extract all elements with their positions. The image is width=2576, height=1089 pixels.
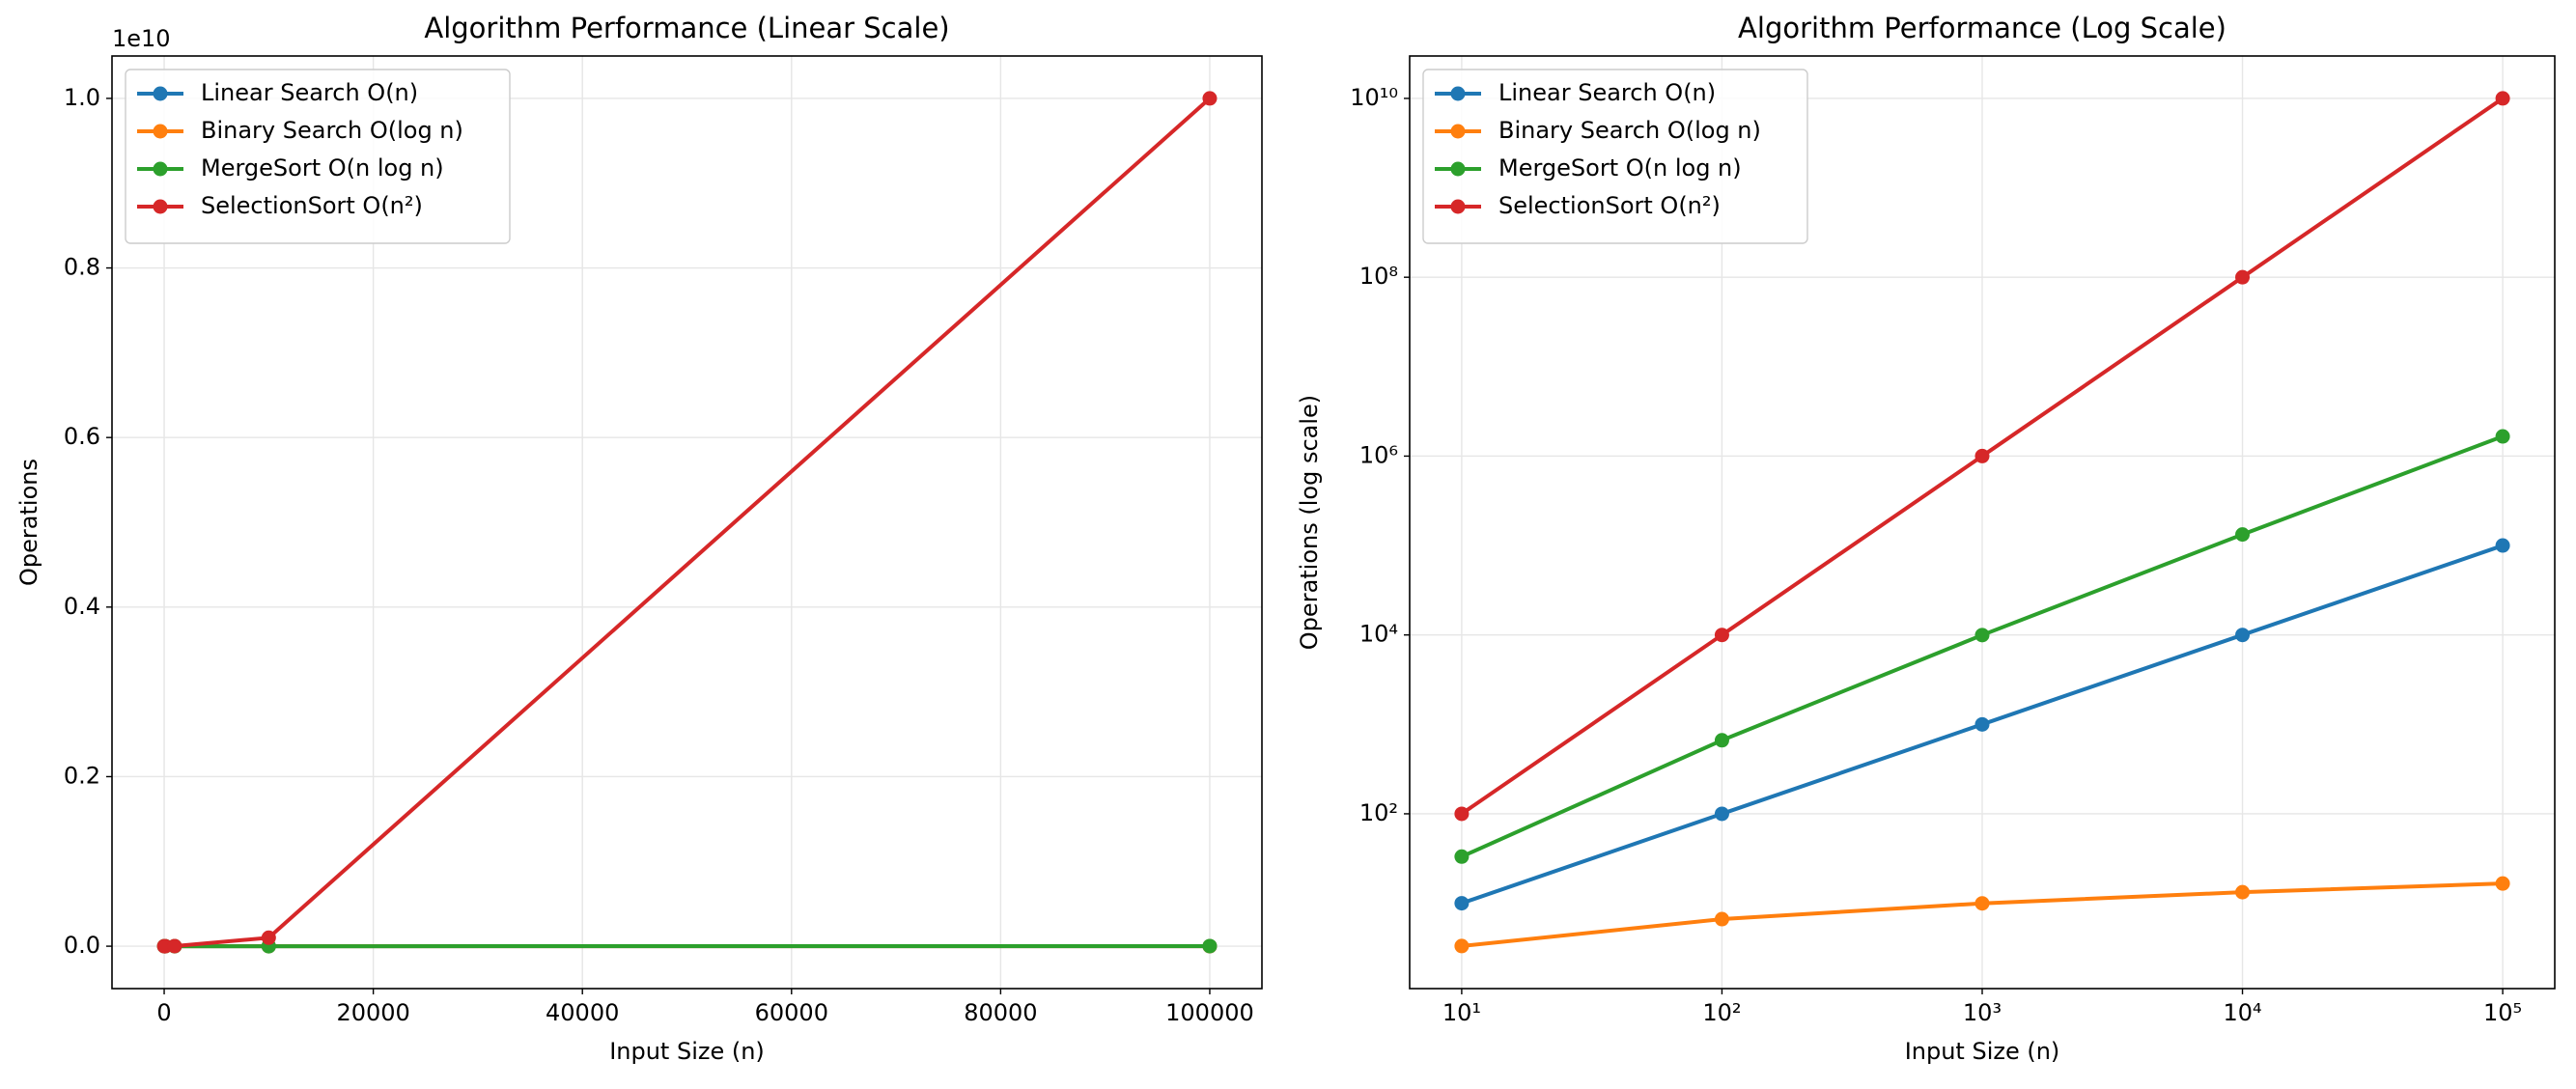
y-offset-label: 1e10 [112, 25, 171, 52]
data-point [1202, 938, 1218, 954]
x-tick-label: 20000 [336, 999, 409, 1026]
legend-label: MergeSort O(n log n) [201, 154, 444, 182]
data-point [1714, 806, 1729, 822]
x-tick-label: 100000 [1165, 999, 1254, 1026]
data-point [261, 930, 276, 945]
legend-marker [1450, 86, 1466, 101]
x-tick-label: 10⁵ [2483, 999, 2522, 1026]
y-tick-label: 10⁸ [1359, 263, 1398, 290]
chart-title: Algorithm Performance (Log Scale) [1738, 12, 2226, 44]
data-point [1454, 849, 1470, 864]
x-axis-label: Input Size (n) [609, 1038, 765, 1065]
x-tick-label: 80000 [964, 999, 1037, 1026]
x-tick-label: 10³ [1963, 999, 2002, 1026]
data-point [2235, 628, 2251, 643]
y-tick-label: 10² [1359, 799, 1398, 826]
x-tick-label: 10¹ [1442, 999, 1481, 1026]
data-point [1974, 628, 1990, 643]
legend-marker [153, 86, 168, 101]
data-point [1714, 911, 1729, 927]
legend-label: Binary Search O(log n) [201, 117, 463, 144]
legend-marker [153, 124, 168, 139]
x-tick-label: 10² [1702, 999, 1741, 1026]
legend: Linear Search O(n) Binary Search O(log n)… [125, 69, 511, 244]
y-tick-label: 0.2 [64, 762, 100, 789]
y-axis-label: Operations (log scale) [1296, 395, 1323, 650]
legend-marker [1450, 199, 1466, 214]
x-tick-label: 0 [156, 999, 171, 1026]
data-point [1454, 938, 1470, 954]
legend-marker [153, 199, 168, 214]
data-point [2495, 429, 2510, 444]
plot-frame [111, 55, 1263, 990]
legend-label: Linear Search O(n) [201, 79, 418, 106]
plot-frame [1409, 55, 2556, 990]
legend-label: Binary Search O(log n) [1498, 117, 1761, 144]
data-point [1202, 91, 1218, 106]
y-tick-label: 0.0 [64, 932, 100, 959]
y-tick-label: 0.8 [64, 254, 100, 281]
y-tick-label: 10¹⁰ [1350, 84, 1398, 111]
data-point [2235, 269, 2251, 285]
legend-label: MergeSort O(n log n) [1498, 154, 1742, 182]
data-point [2495, 876, 2510, 891]
data-point [167, 938, 182, 954]
y-tick-label: 0.4 [64, 593, 100, 620]
legend-label: SelectionSort O(n²) [201, 192, 423, 219]
y-tick-label: 10⁶ [1359, 441, 1398, 468]
x-tick-label: 10⁴ [2223, 999, 2261, 1026]
data-point [1974, 716, 1990, 732]
data-point [1714, 733, 1729, 748]
y-tick-label: 0.6 [64, 423, 100, 450]
legend-label: SelectionSort O(n²) [1498, 192, 1721, 219]
data-point [2235, 527, 2251, 543]
data-point [1974, 448, 1990, 463]
x-axis-label: Input Size (n) [1905, 1038, 2060, 1065]
chart-title: Algorithm Performance (Linear Scale) [424, 12, 949, 44]
legend-box [125, 69, 511, 244]
legend: Linear Search O(n) Binary Search O(log n)… [1422, 69, 1808, 244]
x-tick-label: 40000 [546, 999, 619, 1026]
data-point [1714, 628, 1729, 643]
data-point [1454, 896, 1470, 911]
data-point [2235, 884, 2251, 900]
chart: Algorithm Performance (Log Scale) Input S… [1296, 12, 2556, 1065]
x-tick-label: 60000 [755, 999, 828, 1026]
y-tick-label: 1.0 [64, 84, 100, 111]
y-tick-label: 10⁴ [1359, 621, 1398, 648]
data-point [2495, 538, 2510, 553]
data-point [1974, 896, 1990, 911]
data-point [1454, 806, 1470, 822]
data-point [2495, 91, 2510, 106]
legend-marker [1450, 124, 1466, 139]
legend-marker [153, 161, 168, 177]
legend-box [1422, 69, 1808, 244]
legend-label: Linear Search O(n) [1498, 79, 1716, 106]
y-axis-label: Operations [15, 459, 42, 586]
legend-marker [1450, 161, 1466, 177]
chart: Algorithm Performance (Linear Scale) Inpu… [15, 12, 1263, 1065]
